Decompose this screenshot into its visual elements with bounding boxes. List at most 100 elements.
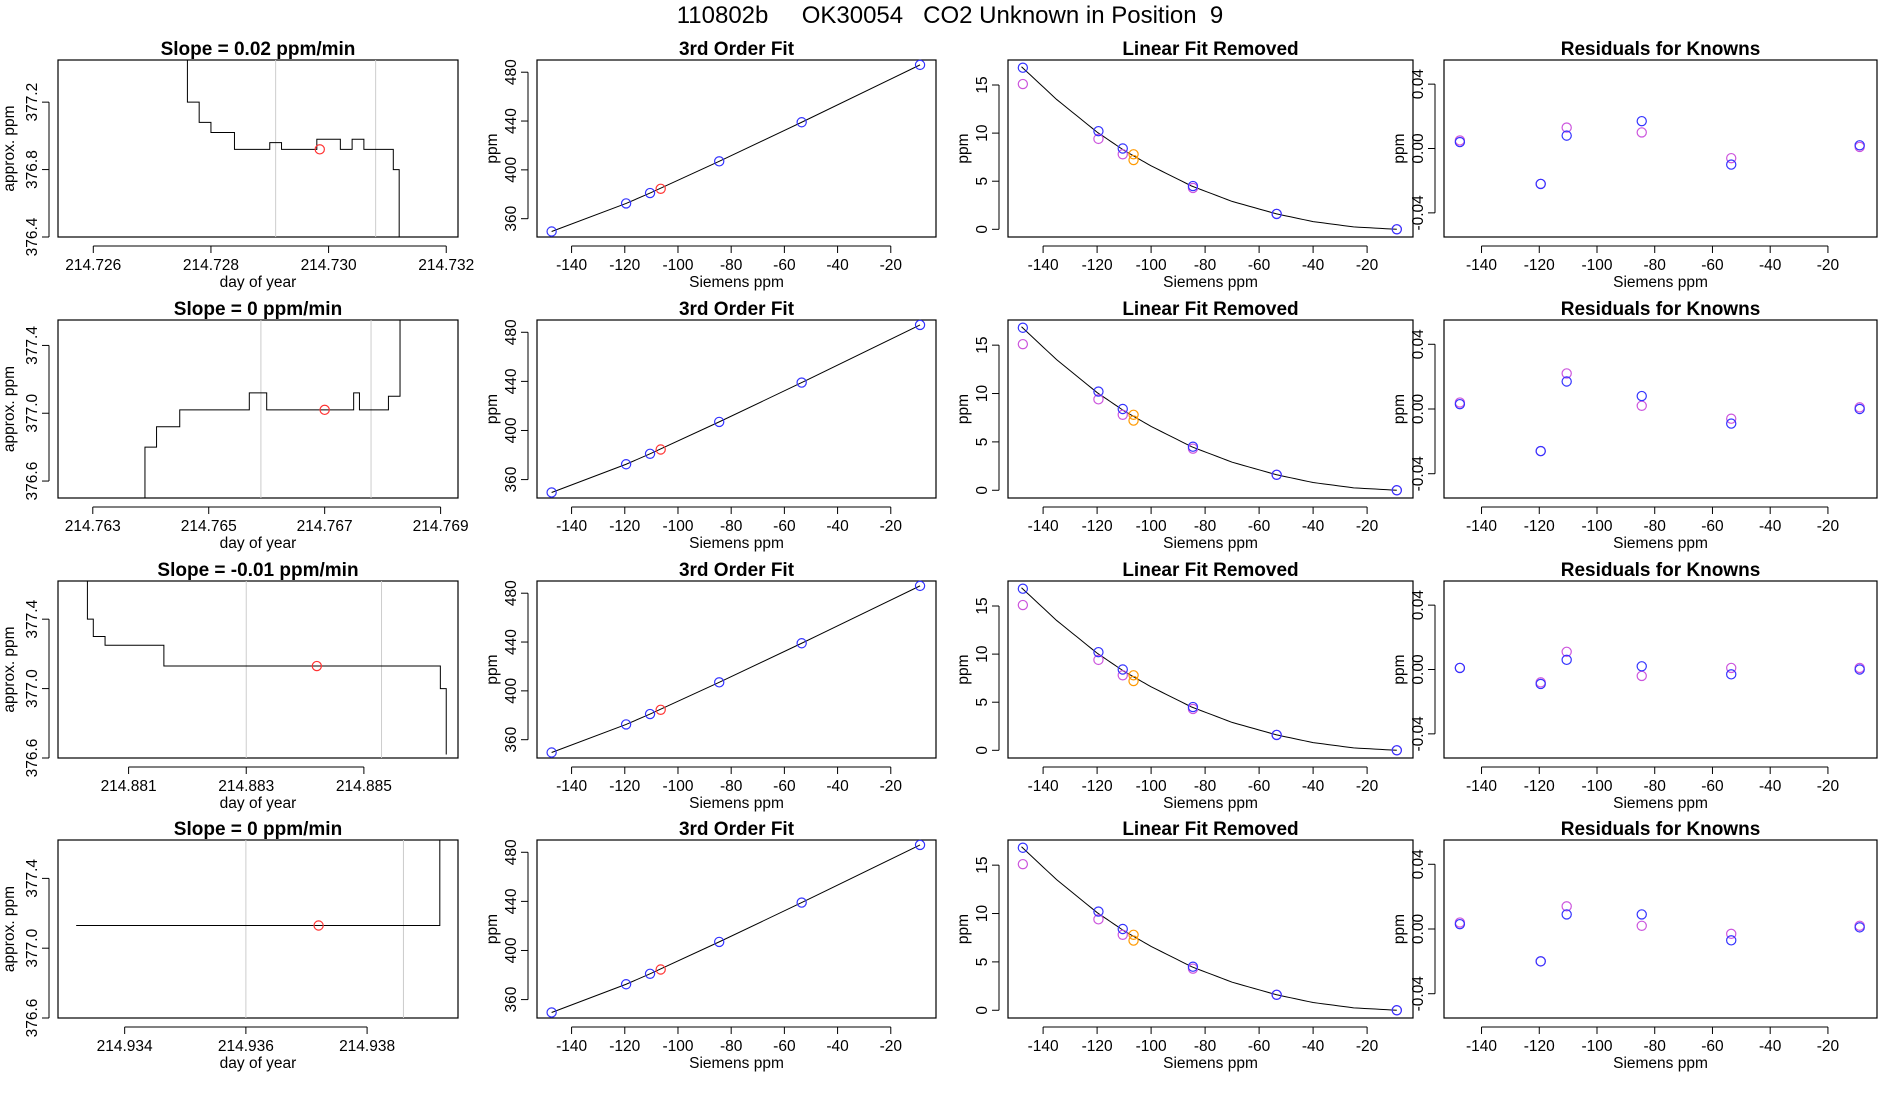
residual-point bbox=[1854, 664, 1865, 675]
x-tick-label: -20 bbox=[1817, 778, 1840, 795]
known-point bbox=[1017, 583, 1029, 594]
x-tick-label: -120 bbox=[1082, 1038, 1113, 1055]
panel-title: Slope = 0 ppm/min bbox=[174, 299, 342, 320]
x-tick-label: -140 bbox=[1028, 778, 1059, 795]
y-tick-label: -0.04 bbox=[1410, 716, 1427, 752]
x-tick-label: 214.730 bbox=[301, 257, 357, 274]
unknown-point bbox=[655, 704, 666, 715]
y-tick-label: 377.0 bbox=[24, 928, 41, 967]
known-alt-point bbox=[1017, 338, 1029, 350]
fit-line bbox=[551, 585, 921, 753]
x-tick-label: -140 bbox=[556, 1038, 587, 1055]
y-tick-label: 0.00 bbox=[1410, 654, 1427, 685]
residual-point bbox=[1854, 403, 1865, 415]
panel-title: Slope = -0.01 ppm/min bbox=[157, 560, 358, 581]
known-point bbox=[620, 719, 632, 730]
y-tick-label: 377.4 bbox=[24, 859, 41, 898]
x-tick-label: 214.732 bbox=[418, 257, 474, 274]
x-tick-label: -80 bbox=[720, 1038, 743, 1055]
y-tick-label: 0.00 bbox=[1410, 914, 1427, 945]
x-tick-label: -20 bbox=[880, 778, 903, 795]
residual-alt-point bbox=[1636, 920, 1647, 931]
unknown-point bbox=[655, 964, 666, 975]
panel-fit-2: 3rd Order Fit -140 -120 -100 -80 -60 -40 -20 Sie… bbox=[484, 560, 937, 812]
y-axis-label: ppm bbox=[955, 133, 972, 163]
known-point bbox=[1187, 701, 1199, 713]
known-point bbox=[1093, 386, 1104, 397]
residual-point bbox=[1854, 922, 1865, 933]
x-tick-label: -40 bbox=[1302, 518, 1325, 535]
panel-title: 3rd Order Fit bbox=[679, 560, 795, 581]
y-tick-label: 0.00 bbox=[1410, 394, 1427, 425]
panel-lin-3: Linear Fit Removed -140 -120 -100 -80 -60 -40 -… bbox=[955, 819, 1414, 1072]
panel-title: Linear Fit Removed bbox=[1122, 819, 1298, 840]
y-tick-label: 480 bbox=[503, 580, 520, 606]
known-point bbox=[1117, 923, 1128, 935]
x-tick-label: 214.881 bbox=[101, 778, 157, 795]
unknown-point bbox=[1128, 415, 1139, 426]
y-tick-label: 440 bbox=[503, 368, 520, 394]
mean-marker bbox=[311, 660, 323, 672]
residual-alt-point bbox=[1636, 400, 1647, 411]
known-point bbox=[620, 459, 632, 470]
x-axis-label: Siemens ppm bbox=[1613, 1055, 1708, 1072]
x-tick-label: -100 bbox=[662, 1038, 693, 1055]
residual-alt-point bbox=[1636, 127, 1647, 138]
known-alt-point bbox=[1093, 394, 1104, 405]
x-tick-label: -40 bbox=[826, 1038, 849, 1055]
known-point bbox=[1271, 989, 1282, 1000]
y-axis-label: ppm bbox=[484, 133, 501, 163]
panel-title: Residuals for Knowns bbox=[1561, 39, 1761, 60]
x-tick-label: -100 bbox=[662, 778, 693, 795]
x-tick-label: 214.726 bbox=[65, 257, 121, 274]
x-tick-label: -60 bbox=[1701, 257, 1724, 274]
known-point bbox=[714, 936, 725, 948]
plot-frame bbox=[1007, 59, 1414, 238]
y-tick-label: 480 bbox=[503, 839, 520, 865]
x-axis-label: Siemens ppm bbox=[1163, 274, 1258, 291]
x-tick-label: -120 bbox=[609, 778, 640, 795]
residual-alt-point bbox=[1561, 646, 1572, 658]
x-tick-label: -80 bbox=[1194, 1038, 1217, 1055]
y-axis-label: approx. ppm bbox=[1, 886, 18, 972]
residual-point bbox=[1636, 661, 1647, 672]
known-alt-point bbox=[1117, 409, 1128, 421]
y-tick-label: 15 bbox=[974, 76, 991, 93]
known-point bbox=[914, 580, 926, 592]
x-tick-label: -60 bbox=[773, 778, 796, 795]
known-point bbox=[714, 416, 725, 428]
x-tick-label: -100 bbox=[1581, 257, 1612, 274]
x-tick-label: -60 bbox=[773, 1038, 796, 1055]
y-axis-label: ppm bbox=[1391, 133, 1408, 163]
x-tick-label: -140 bbox=[556, 778, 587, 795]
x-tick-label: -100 bbox=[1136, 257, 1167, 274]
unknown-point bbox=[1128, 675, 1139, 687]
figure-title: 110802b OK30054 CO2 Unknown in Position … bbox=[676, 2, 1224, 29]
known-alt-point bbox=[1117, 149, 1128, 160]
y-axis-label: ppm bbox=[1391, 654, 1408, 684]
known-point bbox=[620, 979, 632, 990]
plot-frame bbox=[1443, 580, 1878, 759]
fit-curve bbox=[1021, 326, 1397, 491]
x-tick-label: -120 bbox=[1082, 778, 1113, 795]
x-tick-label: -40 bbox=[826, 778, 849, 795]
x-tick-label: -40 bbox=[1759, 518, 1782, 535]
x-tick-label: -80 bbox=[1194, 257, 1217, 274]
x-tick-label: -140 bbox=[556, 257, 587, 274]
panel-title: Residuals for Knowns bbox=[1561, 560, 1761, 581]
panel-title: Slope = 0.02 ppm/min bbox=[161, 39, 356, 60]
residual-alt-point bbox=[1726, 413, 1737, 424]
plot-frame bbox=[57, 580, 459, 759]
plot-frame bbox=[1443, 59, 1878, 238]
x-tick-label: -100 bbox=[1136, 518, 1167, 535]
trace-line bbox=[133, 320, 401, 498]
known-point bbox=[1271, 469, 1282, 480]
plot-frame bbox=[536, 59, 937, 238]
x-tick-label: -20 bbox=[1356, 1038, 1379, 1055]
residual-point bbox=[1726, 935, 1737, 946]
residual-point bbox=[1561, 909, 1572, 920]
y-tick-label: 10 bbox=[974, 645, 991, 663]
x-axis-label: Siemens ppm bbox=[1163, 1055, 1258, 1072]
x-axis-label: Siemens ppm bbox=[1613, 274, 1708, 291]
y-tick-label: 15 bbox=[974, 597, 991, 614]
